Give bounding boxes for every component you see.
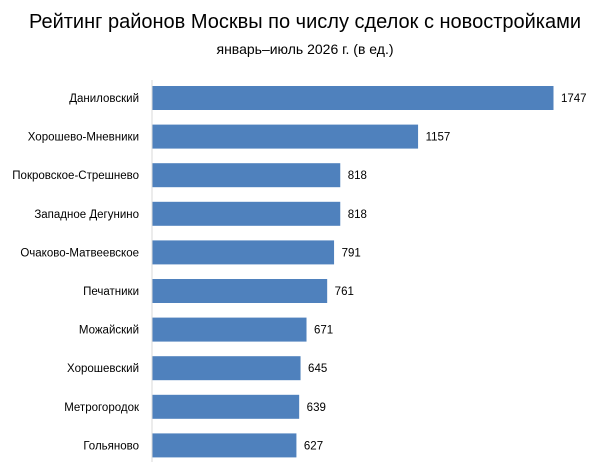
bar — [152, 240, 335, 265]
value-label: 671 — [314, 325, 333, 337]
category-label: Гольяново — [83, 440, 139, 452]
bar — [152, 86, 554, 110]
bar — [152, 317, 307, 342]
category-label: Печатники — [83, 286, 139, 298]
value-label: 1747 — [561, 93, 587, 105]
bar — [152, 356, 301, 381]
value-label: 645 — [308, 363, 327, 375]
value-label: 1157 — [426, 132, 451, 144]
chart-subtitle: январь–июль 2026 г. (в ед.) — [216, 41, 394, 57]
value-label: 791 — [342, 247, 361, 259]
category-label: Очаково-Матвеевское — [20, 247, 139, 259]
value-label: 639 — [307, 402, 326, 414]
category-label: Можайский — [79, 325, 139, 337]
category-label: Хорошево-Мневники — [28, 132, 139, 144]
chart-title: Рейтинг районов Москвы по числу сделок с… — [28, 11, 582, 33]
bar — [152, 163, 341, 188]
value-label: 818 — [348, 170, 367, 182]
value-label: 761 — [335, 286, 354, 298]
value-label: 627 — [304, 440, 323, 452]
bar — [152, 394, 300, 419]
category-label: Покровское-Стрешнево — [12, 170, 139, 182]
bar — [152, 201, 341, 226]
category-label: Хорошевский — [67, 363, 139, 375]
bar — [152, 279, 328, 303]
category-label: Западное Дегунино — [34, 209, 139, 221]
category-label: Даниловский — [69, 93, 139, 105]
category-label: Метрогородок — [64, 402, 140, 414]
bar — [152, 124, 419, 149]
bar — [152, 433, 297, 458]
value-label: 818 — [348, 209, 367, 221]
